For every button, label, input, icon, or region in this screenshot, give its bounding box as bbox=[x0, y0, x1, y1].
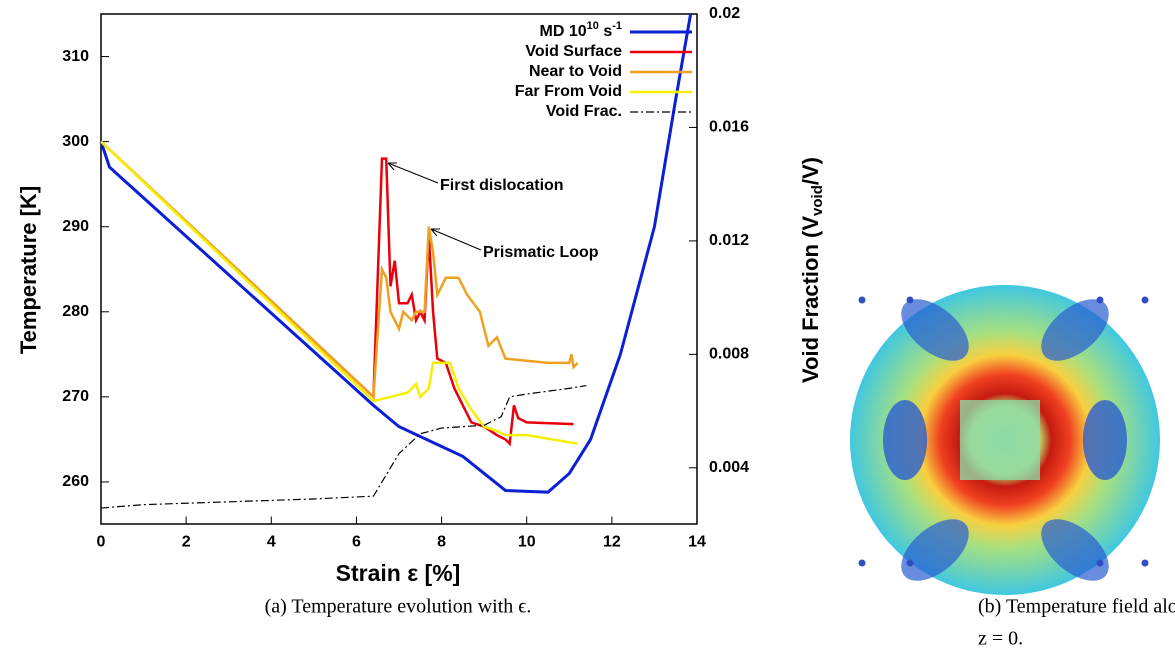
y2-tick-label: 0.016 bbox=[709, 119, 749, 136]
y-axis-label: Temperature [K] bbox=[16, 186, 41, 354]
legend-label: Near to Void bbox=[529, 63, 622, 80]
heat-map-image bbox=[850, 285, 1160, 595]
series-line bbox=[99, 13, 693, 494]
y2-tick-label: 0.004 bbox=[709, 459, 749, 476]
y2-label-tail: /V) bbox=[798, 157, 823, 185]
annotation-arrow bbox=[430, 228, 482, 251]
y-tick-label: 280 bbox=[62, 303, 89, 320]
legend-sup: -1 bbox=[612, 20, 622, 32]
legend-label: Far From Void bbox=[515, 83, 622, 100]
series-line bbox=[100, 140, 579, 400]
legend-label: Void Frac. bbox=[546, 103, 622, 120]
legend-label: Void Surface bbox=[525, 43, 622, 60]
x-tick-label: 14 bbox=[688, 534, 706, 551]
y-tick-label: 270 bbox=[62, 388, 89, 405]
caption: (b) Temperature field along bbox=[978, 596, 1175, 618]
y-tick-label: 310 bbox=[62, 48, 89, 65]
plot-frame bbox=[100, 13, 698, 525]
annotation-arrow bbox=[387, 162, 439, 184]
annotation: Prismatic Loop bbox=[483, 244, 599, 261]
y2-tick-label: 0.008 bbox=[709, 346, 749, 363]
legend-label: MD 1010 s-1 bbox=[540, 20, 623, 40]
caption: (a) Temperature evolution with ϵ. bbox=[265, 596, 532, 618]
arrow-head bbox=[387, 162, 397, 171]
x-tick-label: 12 bbox=[603, 534, 621, 551]
series-line bbox=[100, 384, 587, 509]
x-tick-label: 8 bbox=[437, 534, 446, 551]
y-tick-label: 260 bbox=[62, 473, 89, 490]
y2-tick-label: 0.02 bbox=[709, 5, 740, 22]
x-tick-label: 4 bbox=[267, 534, 276, 551]
series-line bbox=[100, 140, 579, 445]
x-tick-label: 2 bbox=[182, 534, 191, 551]
x-axis-label: Strain ε [%] bbox=[336, 560, 461, 586]
y2-label-sub: void bbox=[809, 185, 826, 216]
caption: z = 0. bbox=[978, 628, 1023, 650]
arrow-head bbox=[430, 228, 440, 237]
x-tick-label: 0 bbox=[97, 534, 106, 551]
y-tick-label: 290 bbox=[62, 218, 89, 235]
series-line bbox=[100, 140, 574, 447]
annotation: First dislocation bbox=[440, 177, 564, 194]
legend-text: s bbox=[599, 23, 612, 40]
y2-axis-label: Void Fraction (Vvoid/V) bbox=[798, 157, 826, 383]
x-tick-label: 6 bbox=[352, 534, 361, 551]
y2-tick-label: 0.012 bbox=[709, 232, 749, 249]
legend-text: MD 10 bbox=[540, 23, 587, 40]
y2-label-text: Void Fraction (V bbox=[798, 216, 823, 383]
x-tick-label: 10 bbox=[518, 534, 536, 551]
legend-sup: 10 bbox=[587, 20, 599, 32]
y-tick-label: 300 bbox=[62, 133, 89, 150]
